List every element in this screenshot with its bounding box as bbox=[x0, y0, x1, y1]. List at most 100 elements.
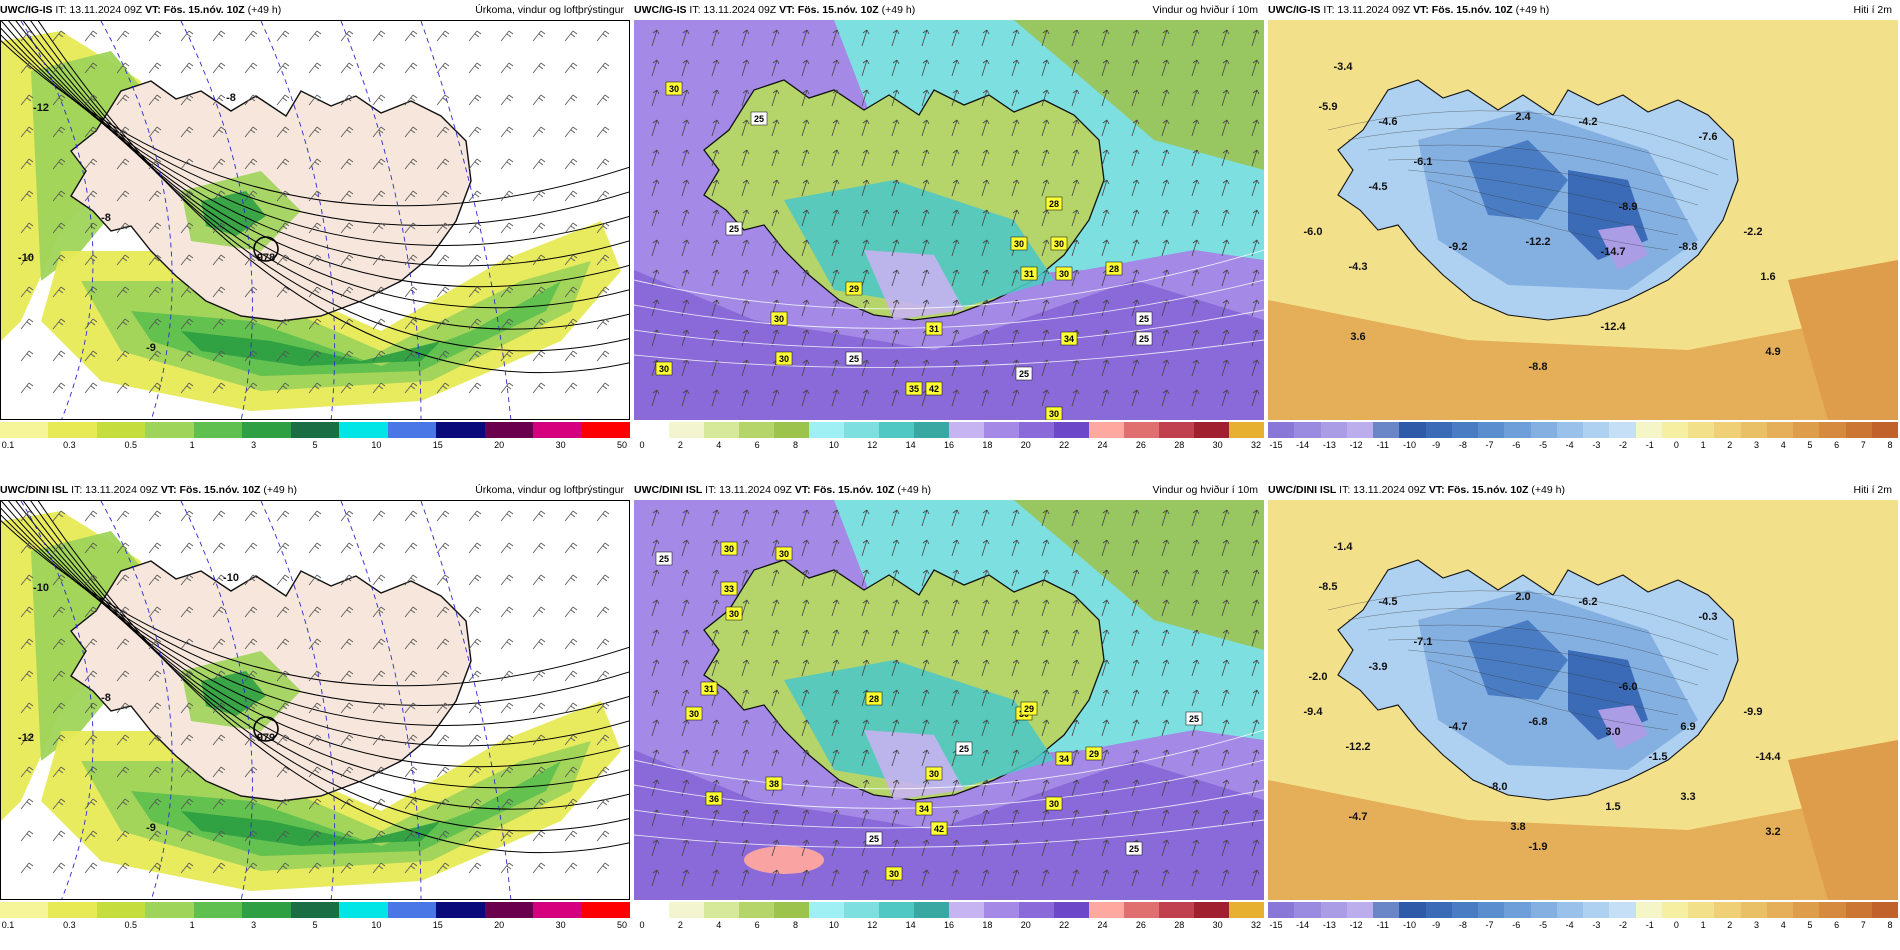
svg-text:30: 30 bbox=[669, 84, 679, 94]
legend-swatch bbox=[1766, 422, 1793, 438]
legend-tick-label: 0.1 bbox=[1, 440, 15, 450]
svg-text:-8: -8 bbox=[101, 212, 111, 224]
legend-tick-label: 1 bbox=[189, 440, 195, 450]
legend-tick-label: -15 bbox=[1269, 440, 1283, 450]
svg-text:-2.0: -2.0 bbox=[1309, 671, 1328, 683]
wind-map: 30 30 25 33 30 31 30 28 30 29 25 34 29 25 38 36 30 34 42 25… bbox=[634, 500, 1264, 900]
svg-text:-6.8: -6.8 bbox=[1529, 716, 1548, 728]
legend-tick-label: 5 bbox=[1807, 920, 1813, 930]
legend-tick-label: 2 bbox=[677, 920, 683, 930]
map-value-label: 3.6 bbox=[1350, 331, 1365, 343]
map-value-label: 978 bbox=[257, 252, 275, 264]
map-value-label: -8 bbox=[101, 212, 111, 224]
legend-tick-label: 20 bbox=[1020, 440, 1031, 450]
legend-tick-label: 2 bbox=[1727, 440, 1733, 450]
map-value-label: 25 bbox=[655, 551, 673, 566]
svg-text:-9: -9 bbox=[146, 342, 156, 354]
legend-swatch bbox=[1845, 422, 1872, 438]
panel-bottom-temp: UWC/DINI ISL IT: 13.11.2024 09Z VT: Fös.… bbox=[1268, 480, 1898, 940]
legend-swatch bbox=[1320, 422, 1347, 438]
legend-tick-label: 4 bbox=[716, 920, 722, 930]
svg-text:978: 978 bbox=[257, 252, 275, 264]
svg-text:42: 42 bbox=[929, 384, 939, 394]
map-canvas: -1.4 -8.5 -4.5 2.0 -6.2 -0.3 -7.1 -3.9 -6.0 -9.4 -… bbox=[1268, 500, 1898, 900]
svg-text:-12.2: -12.2 bbox=[1345, 741, 1370, 753]
legend-tick-label: -1 bbox=[1645, 440, 1654, 450]
legend-ticks: 0.1 0.3 0.5 1 3 5 10 15 20 30 50 bbox=[0, 440, 630, 454]
map-value-label: 25 bbox=[1015, 366, 1033, 381]
svg-text:-4.7: -4.7 bbox=[1349, 811, 1368, 823]
svg-text:25: 25 bbox=[729, 224, 739, 234]
map-value-label: -7.6 bbox=[1699, 131, 1718, 143]
map-value-label: 31 bbox=[925, 321, 943, 336]
map-value-label: -4.5 bbox=[1379, 596, 1398, 608]
legend-tick-label: -10 bbox=[1402, 920, 1416, 930]
svg-text:28: 28 bbox=[1049, 199, 1059, 209]
map-value-label: 42 bbox=[925, 381, 943, 396]
svg-text:30: 30 bbox=[774, 314, 784, 324]
svg-text:-12.2: -12.2 bbox=[1525, 236, 1550, 248]
legend-tick-label: -4 bbox=[1565, 920, 1574, 930]
legend-swatch bbox=[1583, 422, 1610, 438]
map-value-label: 1.5 bbox=[1605, 801, 1620, 813]
map-value-label: -4.2 bbox=[1579, 116, 1598, 128]
svg-text:-4.5: -4.5 bbox=[1369, 181, 1388, 193]
map-value-label: 4.9 bbox=[1765, 346, 1780, 358]
legend-swatch bbox=[1294, 902, 1321, 918]
map-value-label: -6.8 bbox=[1529, 716, 1548, 728]
map-canvas: -3.4 -5.9 -4.6 2.4 -4.2 -7.6 -6.1 -4.5 -8.9 -6.0 -… bbox=[1268, 20, 1898, 420]
svg-text:-10: -10 bbox=[223, 572, 239, 584]
svg-text:25: 25 bbox=[1129, 844, 1139, 854]
map-title: Vindur og hviður í 10m bbox=[1152, 4, 1258, 16]
model-name: UWC/IG-IS bbox=[1268, 4, 1321, 16]
svg-text:-12: -12 bbox=[33, 102, 49, 114]
legend-tick-label: 28 bbox=[1174, 920, 1185, 930]
svg-text:-6.0: -6.0 bbox=[1304, 226, 1323, 238]
map-title: Hiti í 2m bbox=[1853, 4, 1892, 16]
legend-swatch bbox=[1714, 422, 1741, 438]
legend-swatch bbox=[634, 422, 669, 438]
legend-tick-label: 6 bbox=[1834, 440, 1840, 450]
map-value-label: -3.4 bbox=[1334, 61, 1354, 73]
map-value-label: -9 bbox=[146, 822, 156, 834]
legend-swatch bbox=[879, 422, 914, 438]
lead-time: (+49 h) bbox=[897, 484, 931, 496]
map-value-label: 2.4 bbox=[1515, 111, 1531, 123]
legend-tick-label: 4 bbox=[1780, 920, 1786, 930]
svg-text:-0.3: -0.3 bbox=[1699, 611, 1718, 623]
legend-tick-label: 30 bbox=[555, 920, 566, 930]
map-value-label: -10 bbox=[223, 572, 239, 584]
svg-text:-1.9: -1.9 bbox=[1529, 841, 1548, 853]
svg-text:25: 25 bbox=[659, 554, 669, 564]
legend-tick-label: 30 bbox=[1212, 440, 1223, 450]
svg-text:-7.1: -7.1 bbox=[1414, 636, 1433, 648]
map-value-label: 31 bbox=[700, 681, 718, 696]
panel-header: UWC/IG-IS IT: 13.11.2024 09Z VT: Fös. 15… bbox=[1268, 0, 1898, 20]
wind-map: 30 25 25 28 30 30 31 30 25 29 34 31 35 42 30 30 25 28 25 30… bbox=[634, 20, 1264, 420]
map-value-label: 28 bbox=[1105, 261, 1123, 276]
map-value-label: -4.7 bbox=[1449, 721, 1468, 733]
legend-swatch bbox=[581, 422, 631, 438]
panel-header: UWC/IG-IS IT: 13.11.2024 09Z VT: Fös. 15… bbox=[0, 0, 630, 20]
map-value-label: 29 bbox=[1020, 701, 1038, 716]
legend-swatch bbox=[1229, 422, 1264, 438]
legend-swatch bbox=[145, 902, 194, 918]
legend-tick-label: 1 bbox=[189, 920, 195, 930]
svg-text:-4.5: -4.5 bbox=[1379, 596, 1398, 608]
legend-swatch bbox=[1688, 902, 1715, 918]
map-value-label: -8.9 bbox=[1619, 201, 1638, 213]
svg-text:33: 33 bbox=[724, 584, 734, 594]
map-value-label: 29 bbox=[845, 281, 863, 296]
temperature-map: -3.4 -5.9 -4.6 2.4 -4.2 -7.6 -6.1 -4.5 -8.9 -6.0 -… bbox=[1268, 20, 1898, 420]
legend-tick-label: 10 bbox=[828, 440, 839, 450]
legend-swatch bbox=[1793, 422, 1820, 438]
panel-header: UWC/DINI ISL IT: 13.11.2024 09Z VT: Fös.… bbox=[1268, 480, 1898, 500]
init-time: IT: 13.11.2024 09Z bbox=[55, 4, 143, 16]
legend-swatch bbox=[1609, 902, 1636, 918]
map-canvas: 978 -8 -10 -12 -8 -9 bbox=[1, 21, 629, 419]
svg-text:28: 28 bbox=[1109, 264, 1119, 274]
precip-map: 979 -10 -12 -10 -8 -9 bbox=[0, 500, 630, 900]
color-legend bbox=[0, 422, 631, 438]
map-value-label: 30 bbox=[775, 546, 793, 561]
svg-text:31: 31 bbox=[929, 324, 939, 334]
